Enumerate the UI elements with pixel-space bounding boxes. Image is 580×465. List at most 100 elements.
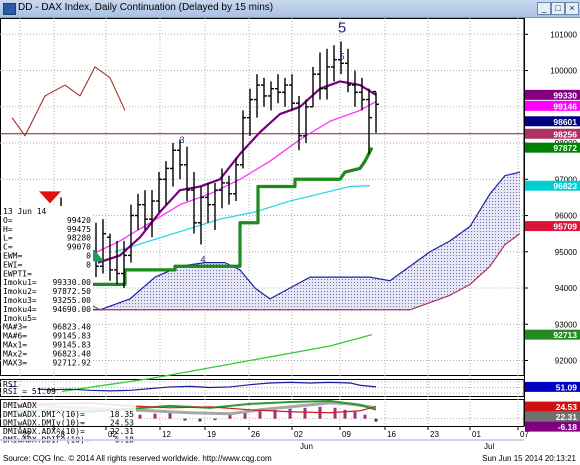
dmi-legend-label: DMIwADX.ADX^(10)= — [3, 427, 85, 436]
time-axis-day-label: 02 — [294, 430, 303, 439]
price-bar — [359, 77, 365, 111]
price-tag — [525, 142, 580, 153]
data-window-value: 0 — [86, 252, 91, 261]
dmi-tag — [525, 401, 580, 412]
data-window-value: 96823.40 — [52, 349, 91, 358]
dmi-histogram-bar — [198, 418, 202, 422]
price-bar — [191, 172, 197, 234]
data-window-value: 99330.00 — [52, 278, 91, 287]
dmi-legend-label: DMIwADX.DMIv(10)= — [3, 419, 85, 428]
data-window-value: 93255.00 — [52, 296, 91, 305]
time-axis-month-label: Jul — [484, 442, 494, 451]
data-window-value: 97872.50 — [52, 287, 91, 296]
price-bar — [303, 99, 309, 144]
wave-label: 3 — [179, 135, 184, 145]
dmi-legend-value: 18.35 — [110, 410, 134, 419]
price-bar — [240, 110, 246, 169]
moving-average-magenta — [59, 100, 377, 267]
price-bar — [121, 240, 127, 289]
title-bar[interactable]: DD - DAX Index, Daily Continuation (Dela… — [0, 0, 580, 18]
minimize-button[interactable]: _ — [537, 2, 551, 15]
price-bar — [198, 186, 204, 245]
price-tag-label: 96823 — [553, 181, 577, 191]
price-axis-tick-label: 95000 — [555, 248, 578, 257]
dmi-histogram-bar — [273, 409, 277, 419]
data-window-background — [1, 206, 93, 370]
data-window-value: 99070 — [67, 243, 91, 252]
price-bar — [261, 77, 267, 107]
sell-signal-marker — [39, 191, 61, 204]
dmi-legend-background — [1, 400, 136, 446]
data-window-label: L= — [3, 234, 13, 243]
price-bar — [366, 88, 372, 154]
price-bar — [373, 90, 379, 133]
price-bar — [219, 168, 225, 209]
dmi-tag-label: 22.31 — [556, 412, 578, 422]
data-window-label: Imoku2= — [3, 287, 37, 296]
dmi-histogram-bar — [183, 418, 187, 421]
price-bar — [338, 41, 344, 75]
price-bar — [289, 74, 295, 111]
rsi-value-background — [2, 387, 38, 395]
ichimoku-cloud — [65, 171, 521, 311]
lag-price-line — [11, 66, 126, 137]
price-bar — [352, 70, 358, 107]
dmi-tag — [525, 421, 580, 432]
time-axis-day-label: 26 — [251, 430, 260, 439]
price-bar — [247, 88, 253, 136]
time-axis-day-label: 07 — [520, 430, 529, 439]
dmi-histogram-bar — [288, 408, 292, 419]
moving-average-cyan — [114, 185, 371, 253]
time-axis-day-label: 01 — [472, 430, 481, 439]
price-tag — [525, 329, 580, 340]
price-bar — [296, 95, 302, 151]
data-window-value: 94690.00 — [52, 305, 91, 314]
price-bar — [114, 240, 120, 285]
dmi-histogram-bar — [168, 412, 172, 419]
app-icon — [3, 3, 16, 15]
dmi-histogram-bar — [213, 418, 217, 421]
price-bar — [163, 161, 169, 205]
price-axis-tick-label: 97000 — [555, 175, 578, 184]
price-bar — [149, 190, 155, 238]
time-axis-day-label: 22 — [22, 430, 31, 439]
rsi-panel-frame — [0, 379, 525, 397]
maximize-button[interactable]: □ — [551, 2, 565, 15]
price-tag-label: 98256 — [553, 129, 577, 139]
time-axis-month-label: Jun — [300, 442, 313, 451]
data-window: 13 Jun 14O= 99420 H= 99475 L= 98280 C= 99070 EWM… — [1, 206, 93, 370]
dmi-histogram-bar — [303, 407, 307, 419]
price-tag — [525, 221, 580, 232]
data-window-value: 99145.83 — [52, 341, 91, 350]
price-bar — [226, 175, 232, 205]
price-bar — [135, 193, 141, 231]
rsi-label: RSI — [3, 380, 18, 389]
price-tag — [525, 116, 580, 127]
time-axis-day-label: 02 — [108, 430, 117, 439]
data-window-label: MA#3= — [3, 323, 27, 332]
time-axis-day-label: 28 — [56, 430, 65, 439]
price-tag — [525, 100, 580, 111]
price-bar — [345, 48, 351, 93]
rsi-tag — [525, 381, 580, 392]
close-button[interactable]: × — [565, 2, 579, 15]
data-window-label: 13 Jun 14 — [3, 207, 47, 216]
price-bar — [310, 66, 316, 108]
data-window-value: 92712.92 — [52, 358, 91, 367]
dmi-histogram-bar — [243, 412, 247, 419]
price-axis: 1010001000009900098000970009600095000940… — [524, 18, 580, 432]
price-axis-tick-label: 96000 — [555, 212, 578, 221]
chart-canvas[interactable]: 5 5 3 4 13 Jun 14O= 99420 H= 99475 L= 98280 C= 990… — [0, 18, 580, 454]
price-tag-label: 99330 — [553, 90, 577, 100]
time-axis-day-label: 12 — [162, 430, 171, 439]
data-window-label: MA#6= — [3, 332, 27, 341]
data-window-label: MAx2= — [3, 349, 27, 358]
dmi-tag-label: 24.53 — [556, 402, 578, 412]
rsi-tag-label: 51.09 — [556, 382, 578, 392]
dmi-histogram-bar — [343, 409, 347, 419]
data-window-label: MAX3= — [3, 358, 27, 367]
price-axis-tick-label: 94000 — [555, 284, 578, 293]
price-tag-label: 97872 — [553, 143, 577, 153]
data-window-value: 99475 — [67, 225, 91, 234]
dmi-legend-value: 22.31 — [110, 427, 134, 436]
